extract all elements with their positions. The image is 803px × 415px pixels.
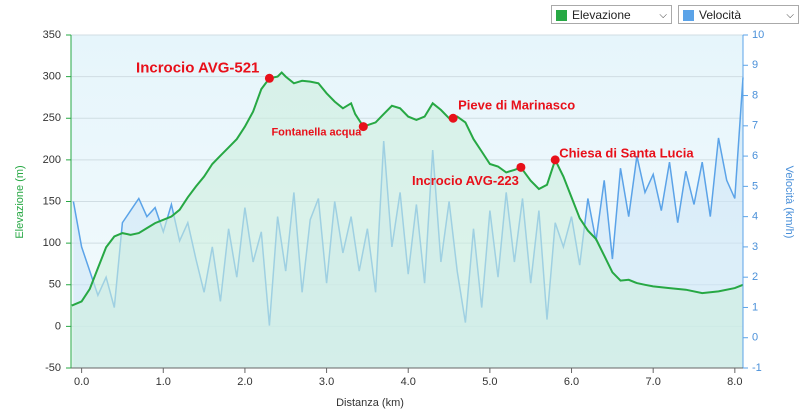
annotation-label: Incrocio AVG-223 — [412, 173, 519, 188]
annotation-point — [516, 162, 526, 172]
y-tick-label: -50 — [45, 362, 61, 374]
y2-tick-label: 0 — [752, 332, 758, 344]
x-tick-label: 6.0 — [564, 376, 579, 388]
y2-tick-label: 1 — [752, 301, 758, 313]
legend-label: Velocità — [699, 8, 742, 22]
annotation-point — [550, 155, 560, 165]
y-tick-label: 50 — [49, 279, 61, 291]
y-tick-label: 300 — [43, 71, 61, 83]
legend-swatch — [683, 10, 694, 21]
y2-tick-label: 3 — [752, 241, 758, 253]
y2-tick-label: 5 — [752, 180, 758, 192]
x-tick-label: 3.0 — [319, 376, 334, 388]
x-tick-label: 1.0 — [156, 376, 171, 388]
annotation-label: Fontanella acqua — [271, 126, 362, 138]
x-tick-label: 2.0 — [237, 376, 252, 388]
y2-tick-label: 9 — [752, 59, 758, 71]
y-axis-label: Elevazione (m) — [14, 165, 26, 238]
x-tick-label: 4.0 — [401, 376, 416, 388]
y-tick-label: 150 — [43, 195, 61, 207]
y-tick-label: 250 — [43, 112, 61, 124]
y2-tick-label: 6 — [752, 150, 758, 162]
y2-tick-label: 10 — [752, 29, 764, 41]
annotation-point — [264, 73, 274, 83]
x-tick-label: 0.0 — [74, 376, 89, 388]
y-tick-label: 200 — [43, 154, 61, 166]
y2-tick-label: 7 — [752, 120, 758, 132]
legend-swatch — [556, 10, 567, 21]
x-tick-label: 8.0 — [727, 376, 742, 388]
x-tick-label: 5.0 — [482, 376, 497, 388]
y-tick-label: 0 — [55, 320, 61, 332]
y-tick-label: 100 — [43, 237, 61, 249]
y2-tick-label: 4 — [752, 211, 758, 223]
x-axis-label: Distanza (km) — [336, 397, 404, 409]
y2-tick-label: 8 — [752, 89, 758, 101]
area — [71, 72, 744, 368]
dropdown-arrow: ⌵ — [786, 10, 794, 21]
annotation-label: Incrocio AVG-521 — [136, 59, 259, 76]
y2-axis-label: Velocità (km/h) — [783, 166, 795, 239]
annotation-label: Pieve di Marinasco — [458, 98, 575, 113]
dropdown-arrow: ⌵ — [659, 10, 667, 21]
annotation-label: Chiesa di Santa Lucia — [559, 145, 694, 160]
annotation-point — [448, 113, 458, 123]
x-tick-label: 7.0 — [646, 376, 661, 388]
y2-tick-label: 2 — [752, 271, 758, 283]
y-tick-label: 350 — [43, 29, 61, 41]
series-dropdown[interactable]: Velocità ⌵ — [678, 5, 799, 24]
line — [71, 71, 744, 307]
annotation-point — [358, 122, 368, 132]
y2-tick-label: -1 — [752, 362, 762, 374]
legend-label: Elevazione — [572, 8, 631, 22]
series-dropdown[interactable]: Elevazione ⌵ — [551, 5, 672, 24]
